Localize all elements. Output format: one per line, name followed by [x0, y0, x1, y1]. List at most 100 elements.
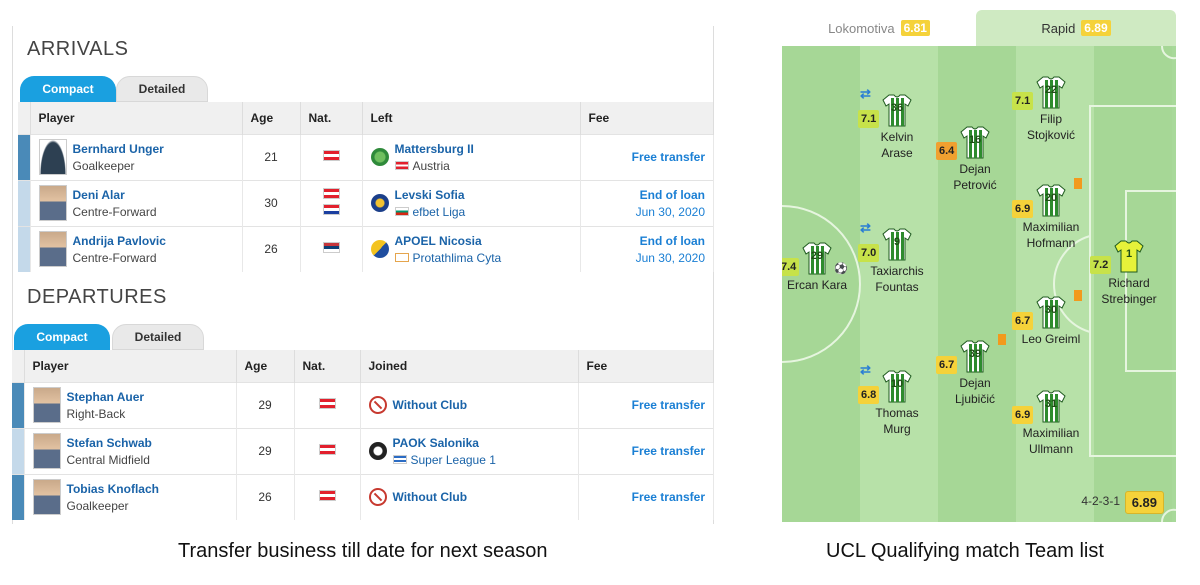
table-row: Stephan Auer Right-Back 29 Without Club F… — [12, 381, 714, 428]
player-last-name: Fountas — [875, 279, 919, 294]
shirt-number: 22 — [1044, 84, 1058, 96]
austria-flag-icon — [318, 444, 336, 455]
levski-crest-icon — [370, 194, 389, 212]
player-rating-badge: 6.9 — [1012, 200, 1034, 219]
player-age: 26 — [236, 473, 295, 520]
player-position: Centre-Forward — [72, 250, 157, 265]
tab-compact[interactable]: Compact — [14, 324, 110, 350]
player-thomas[interactable]: 10 Thomas Murg 6.8 ⇄ — [852, 362, 942, 437]
player-name[interactable]: Deni Alar — [72, 187, 125, 202]
club-name[interactable]: Levski Sofia — [394, 187, 465, 202]
shirt-icon: 20 — [1033, 182, 1069, 218]
player-hofmann[interactable]: 20 Maximilian Hofmann 6.9 — [1006, 178, 1096, 251]
table-row: Stefan Schwab Central Midfield 29 PAOK Sa… — [12, 427, 714, 474]
player-last-name: Stojković — [1026, 127, 1076, 142]
shirt-number: 20 — [1044, 192, 1058, 204]
shirt-icon: 1 — [1111, 238, 1147, 274]
player-greiml[interactable]: 30 Leo Greiml 6.7 — [1006, 290, 1096, 348]
player-first-name: Maximilian — [1022, 220, 1080, 234]
transfers-panel: ARRIVALS Compact Detailed Player Age Nat… — [12, 26, 714, 524]
col-fee[interactable]: Fee — [578, 350, 714, 382]
player-rating-badge: 6.4 — [936, 142, 958, 161]
shirt-icon: 30 — [1033, 294, 1069, 330]
player-ercan[interactable]: 29 Ercan Kara 7.4 ⚽ — [782, 240, 862, 294]
player-kelvin[interactable]: 36 Kelvin Arase 7.1 ⇄ — [852, 86, 942, 161]
player-ljubicic[interactable]: 39 Dejan Ljubičić 6.7 — [930, 334, 1020, 407]
col-age[interactable]: Age — [236, 350, 295, 382]
player-strebinger[interactable]: 1 Richard Strebinger 7.2 — [1084, 238, 1174, 307]
fee[interactable]: End of loan — [639, 233, 705, 248]
player-age: 21 — [242, 133, 301, 180]
league-name[interactable]: efbet Liga — [412, 204, 466, 219]
player-last-name: Ljubičić — [954, 391, 996, 406]
col-nat[interactable]: Nat. — [300, 102, 363, 134]
player-position: Central Midfield — [66, 452, 150, 467]
col-left[interactable]: Left — [362, 102, 581, 134]
club-name[interactable]: PAOK Salonika — [392, 435, 479, 450]
fee[interactable]: Free transfer — [631, 444, 705, 458]
shirt-number: 10 — [890, 378, 904, 390]
player-taxiarchis[interactable]: 9 Taxiarchis Fountas 7.0 ⇄ — [852, 220, 942, 295]
fee[interactable]: End of loan — [639, 187, 705, 202]
player-name[interactable]: Stefan Schwab — [66, 435, 152, 450]
player-first-name: Maximilian — [1022, 426, 1080, 440]
player-name[interactable]: Andrija Pavlovic — [72, 233, 166, 248]
fee[interactable]: Free transfer — [631, 490, 705, 505]
tab-away-team[interactable]: Rapid 6.89 — [976, 10, 1176, 46]
tab-detailed[interactable]: Detailed — [116, 76, 208, 102]
fee[interactable]: Free transfer — [631, 150, 705, 164]
departures-title: DEPARTURES — [27, 286, 167, 308]
player-name[interactable]: Bernhard Unger — [72, 141, 164, 156]
league-name[interactable]: Super League 1 — [410, 452, 496, 467]
avatar — [32, 479, 61, 516]
player-first-name: Ercan Kara — [786, 278, 848, 292]
croatia-flag-icon — [322, 204, 340, 215]
player-first-name: Kelvin — [880, 130, 914, 144]
player-position: Goalkeeper — [66, 498, 129, 513]
player-position: Goalkeeper — [72, 158, 135, 173]
tab-home-team[interactable]: Lokomotiva 6.81 — [782, 10, 976, 46]
player-rating-badge: 6.8 — [858, 386, 880, 405]
club-name[interactable]: APOEL Nicosia — [394, 233, 482, 248]
without-club-icon — [368, 396, 387, 414]
player-last-name: Petrović — [953, 177, 997, 192]
league-name[interactable]: Protathlima Cyta — [412, 250, 502, 265]
player-name[interactable]: Tobias Knoflach — [66, 481, 159, 496]
club-name[interactable]: Without Club — [392, 398, 468, 412]
player-first-name: Leo Greiml — [1021, 332, 1081, 346]
player-last-name: Arase — [881, 145, 913, 160]
col-player[interactable]: Player — [24, 350, 237, 382]
player-petrovic[interactable]: 16 Dejan Petrović 6.4 — [930, 124, 1020, 193]
player-first-name: Dejan — [959, 162, 991, 176]
shirt-icon: 31 — [1033, 388, 1069, 424]
col-nat[interactable]: Nat. — [294, 350, 361, 382]
tab-detailed[interactable]: Detailed — [112, 324, 204, 350]
fee[interactable]: Free transfer — [631, 398, 705, 412]
player-age: 29 — [236, 381, 295, 428]
austria-flag-icon — [322, 150, 340, 161]
player-name[interactable]: Stephan Auer — [66, 389, 145, 404]
col-player[interactable]: Player — [30, 102, 243, 134]
pitch: 29 Ercan Kara 7.4 ⚽ 36 Kelvin Arase 7.1 ⇄ 9 Taxia… — [782, 46, 1176, 522]
avatar — [38, 185, 67, 221]
player-ullmann[interactable]: 31 Maximilian Ullmann 6.9 — [1006, 388, 1096, 457]
departures-table: Player Age Nat. Joined Fee Stephan Auer R… — [12, 350, 714, 520]
player-first-name: Thomas — [875, 406, 919, 420]
col-age[interactable]: Age — [242, 102, 301, 134]
cyprus-flag-icon — [394, 253, 409, 263]
tab-compact[interactable]: Compact — [20, 76, 116, 102]
yellow-card-icon — [1074, 290, 1082, 301]
arrivals-title: ARRIVALS — [27, 38, 129, 60]
avatar — [38, 231, 67, 268]
club-name[interactable]: Mattersburg II — [394, 141, 474, 156]
lineup-caption: UCL Qualifying match Team list — [826, 540, 1104, 562]
shirt-icon: 39 — [957, 338, 993, 374]
shirt-number: 16 — [968, 134, 982, 146]
col-fee[interactable]: Fee — [580, 102, 714, 134]
player-filip[interactable]: 22 Filip Stojković 7.1 — [1006, 74, 1096, 143]
col-joined[interactable]: Joined — [360, 350, 579, 382]
club-name[interactable]: Without Club — [392, 490, 468, 505]
avatar — [32, 387, 61, 423]
austria-flag-icon — [322, 188, 340, 199]
table-row: Andrija Pavlovic Centre-Forward 26 APOEL … — [18, 225, 714, 272]
